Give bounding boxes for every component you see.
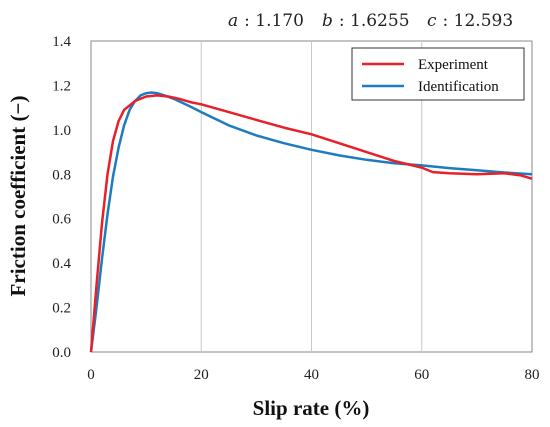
y-tick-label: 1.4 (52, 34, 71, 50)
y-tick-labels: 0.0 0.2 0.4 0.6 0.8 1.0 1.2 1.4 (52, 34, 71, 361)
y-tick-label: 1.0 (52, 123, 71, 139)
y-tick-label: 0.4 (52, 256, 71, 272)
x-tick-label: 80 (525, 367, 540, 383)
y-axis-title: Friction coefficient (−) (6, 96, 30, 297)
legend-label-experiment: Experiment (418, 57, 489, 73)
x-tick-label: 40 (304, 367, 319, 383)
y-tick-label: 0.6 (52, 212, 71, 228)
x-tick-labels: 0 20 40 60 80 (87, 367, 539, 383)
y-tick-label: 0.8 (52, 167, 71, 183)
y-tick-label: 0.2 (52, 301, 71, 317)
series-line-experiment (89, 94, 533, 353)
x-axis-title: Slip rate (%) (253, 396, 370, 420)
parameter-a: a: 1.170 (228, 11, 304, 31)
legend-label-identification: Identification (418, 79, 499, 95)
legend: Experiment Identification (351, 47, 525, 101)
parameter-c: c: 12.593 (427, 11, 513, 31)
parameter-b: b: 1.6255 (322, 11, 410, 31)
legend-box (351, 47, 525, 101)
x-tick-label: 60 (414, 367, 429, 383)
x-tick-label: 20 (194, 367, 209, 383)
y-tick-label: 1.2 (52, 78, 71, 94)
x-tick-label: 0 (87, 367, 95, 383)
series-lines (89, 91, 533, 353)
y-tick-label: 0.0 (52, 345, 71, 361)
